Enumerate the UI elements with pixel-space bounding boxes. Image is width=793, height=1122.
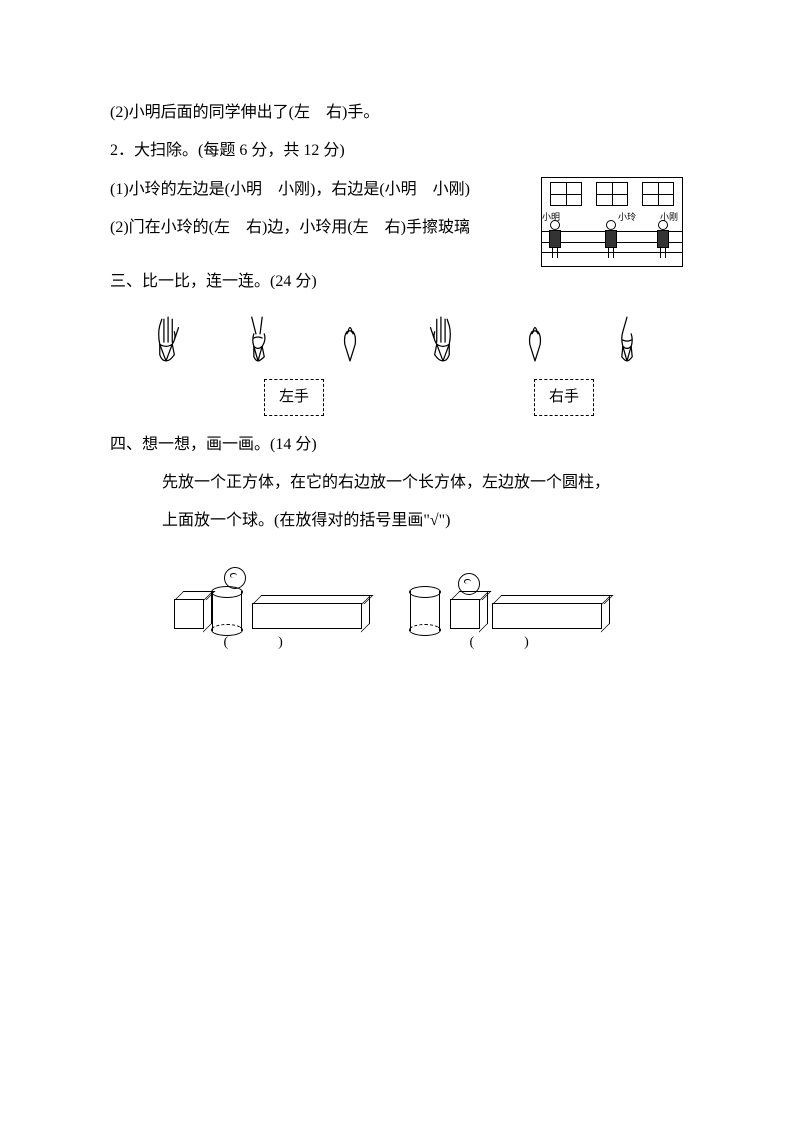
- hand-icon-1: [144, 313, 188, 363]
- cuboid-icon: [492, 603, 602, 629]
- question-4-title: 四、想一想，画一画。(14 分): [110, 430, 683, 460]
- left-hand-label: 左手: [264, 379, 324, 416]
- cleaning-illustration: 小明 小玲 小刚: [541, 177, 683, 267]
- hand-icon-6: [605, 313, 649, 363]
- question-3-title: 三、比一比，连一连。(24 分): [110, 267, 683, 297]
- ball-icon: [224, 567, 246, 589]
- shape-group-a: ( ): [174, 551, 384, 651]
- right-hand-label: 右手: [534, 379, 594, 416]
- question-1-2: (2)小明后面的同学伸出了(左 右)手。: [110, 98, 683, 128]
- answer-paren-b[interactable]: ( ): [470, 630, 547, 657]
- hand-icon-3: [328, 313, 372, 363]
- answer-paren-a[interactable]: ( ): [224, 630, 301, 657]
- figure-name-1: 小明: [542, 209, 560, 226]
- hand-icon-5: [513, 313, 557, 363]
- cube-icon: [450, 599, 480, 629]
- cylinder-icon: [410, 591, 440, 631]
- hands-row: [110, 305, 683, 379]
- cube-icon: [174, 599, 204, 629]
- hand-icon-4: [421, 313, 465, 363]
- question-4-desc-1: 先放一个正方体，在它的右边放一个长方体，左边放一个圆柱，: [162, 468, 683, 498]
- shape-group-b: ( ): [410, 551, 620, 651]
- question-2-title: 2．大扫除。(每题 6 分，共 12 分): [110, 136, 683, 166]
- figure-name-3: 小刚: [660, 209, 678, 226]
- ball-icon: [458, 573, 480, 595]
- cylinder-icon: [212, 591, 242, 631]
- shapes-row: ( ) ( ): [110, 551, 683, 651]
- question-4-desc-2: 上面放一个球。(在放得对的括号里画"√"): [162, 506, 683, 536]
- figure-name-2: 小玲: [618, 209, 636, 226]
- hand-icon-2: [236, 313, 280, 363]
- labels-row: 左手 右手: [110, 379, 683, 416]
- cuboid-icon: [252, 603, 362, 629]
